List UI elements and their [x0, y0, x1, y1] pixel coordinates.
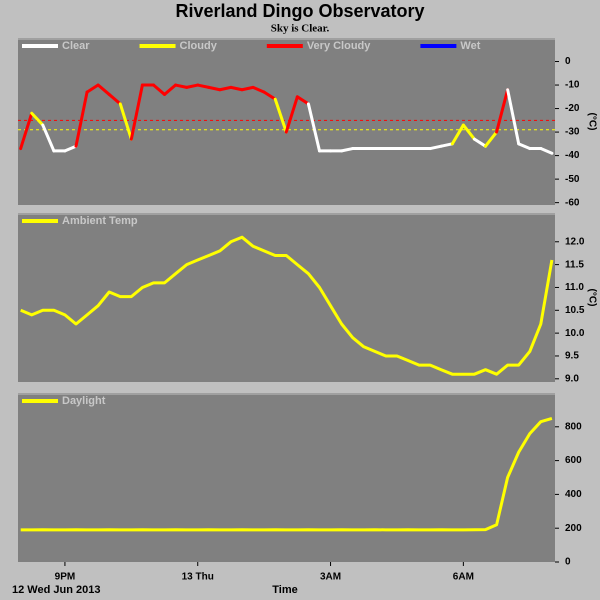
condition-segment: [472, 137, 487, 148]
condition-segment: [30, 111, 45, 127]
condition-segment: [306, 102, 321, 153]
condition-segment: [107, 92, 122, 106]
condition-segment: [74, 90, 89, 148]
y-tick-label: 9.0: [565, 373, 579, 384]
condition-segment: [340, 147, 355, 153]
chart-subtitle: Sky is Clear.: [271, 23, 330, 35]
condition-segment: [284, 95, 299, 134]
condition-segment: [539, 147, 554, 155]
condition-segment: [506, 88, 521, 146]
condition-segment: [129, 83, 144, 141]
condition-segment: [63, 144, 78, 153]
condition-segment: [207, 85, 222, 92]
panel: [18, 213, 555, 382]
condition-segment: [461, 123, 476, 141]
condition-segment: [240, 85, 255, 92]
condition-segment: [118, 102, 133, 141]
legend-label: Very Cloudy: [307, 40, 371, 52]
legend-label: Daylight: [62, 395, 106, 407]
x-tick-label: 9PM: [55, 572, 76, 583]
y-tick-label: 0: [565, 56, 571, 67]
data-line: [20, 416, 553, 532]
data-line: [20, 235, 554, 376]
condition-segment: [495, 88, 510, 134]
y-tick-label: 10.5: [565, 305, 585, 316]
condition-segment: [85, 83, 100, 94]
x-axis-label: Time: [272, 584, 297, 596]
legend-label: Cloudy: [180, 40, 218, 52]
y-tick-label: 0: [565, 557, 571, 568]
legend-label: Clear: [62, 40, 90, 52]
y-tick-label: -10: [565, 80, 580, 91]
condition-segment: [185, 83, 200, 89]
y-tick-label: -20: [565, 103, 580, 114]
y-tick-label: -50: [565, 174, 580, 185]
x-tick-label: 3AM: [320, 572, 341, 583]
condition-segment: [295, 95, 310, 106]
y-tick-label: 11.5: [565, 259, 584, 270]
condition-segment: [218, 85, 233, 92]
y-tick-label: 10.0: [565, 328, 585, 339]
date-label: 12 Wed Jun 2013: [12, 584, 100, 596]
y-tick-label: 200: [565, 523, 582, 534]
condition-segment: [96, 83, 111, 96]
y-tick-label: 9.5: [565, 351, 579, 362]
condition-segment: [483, 130, 499, 148]
panel: [18, 393, 555, 562]
y-tick-label: 800: [565, 421, 582, 432]
condition-segment: [439, 142, 454, 148]
y-tick-label: 400: [565, 489, 582, 500]
legend-label: Wet: [460, 40, 480, 52]
panel: [18, 38, 555, 205]
y-tick-label: 12.0: [565, 236, 585, 247]
condition-segment: [174, 83, 189, 89]
condition-segment: [19, 111, 34, 151]
y-axis-label: (°C): [586, 113, 597, 131]
y-tick-label: -30: [565, 127, 580, 138]
legend-label: Ambient Temp: [62, 215, 138, 227]
condition-segment: [41, 123, 56, 153]
condition-segment: [262, 90, 277, 101]
condition-segment: [229, 85, 244, 92]
y-tick-label: 600: [565, 455, 582, 466]
condition-segment: [251, 85, 266, 94]
condition-segment: [450, 123, 465, 146]
condition-segment: [428, 144, 443, 151]
y-axis-label: (°C): [586, 289, 597, 307]
condition-segment: [151, 83, 167, 96]
chart-title: Riverland Dingo Observatory: [175, 1, 424, 21]
condition-segment: [517, 142, 532, 151]
y-tick-label: -40: [565, 150, 580, 161]
condition-segment: [196, 83, 211, 89]
condition-segment: [273, 97, 288, 134]
x-tick-label: 6AM: [453, 572, 474, 583]
y-tick-label: -60: [565, 197, 580, 208]
condition-segment: [163, 83, 178, 96]
y-tick-label: 11.0: [565, 282, 584, 293]
x-tick-label: 13 Thu: [182, 572, 214, 583]
